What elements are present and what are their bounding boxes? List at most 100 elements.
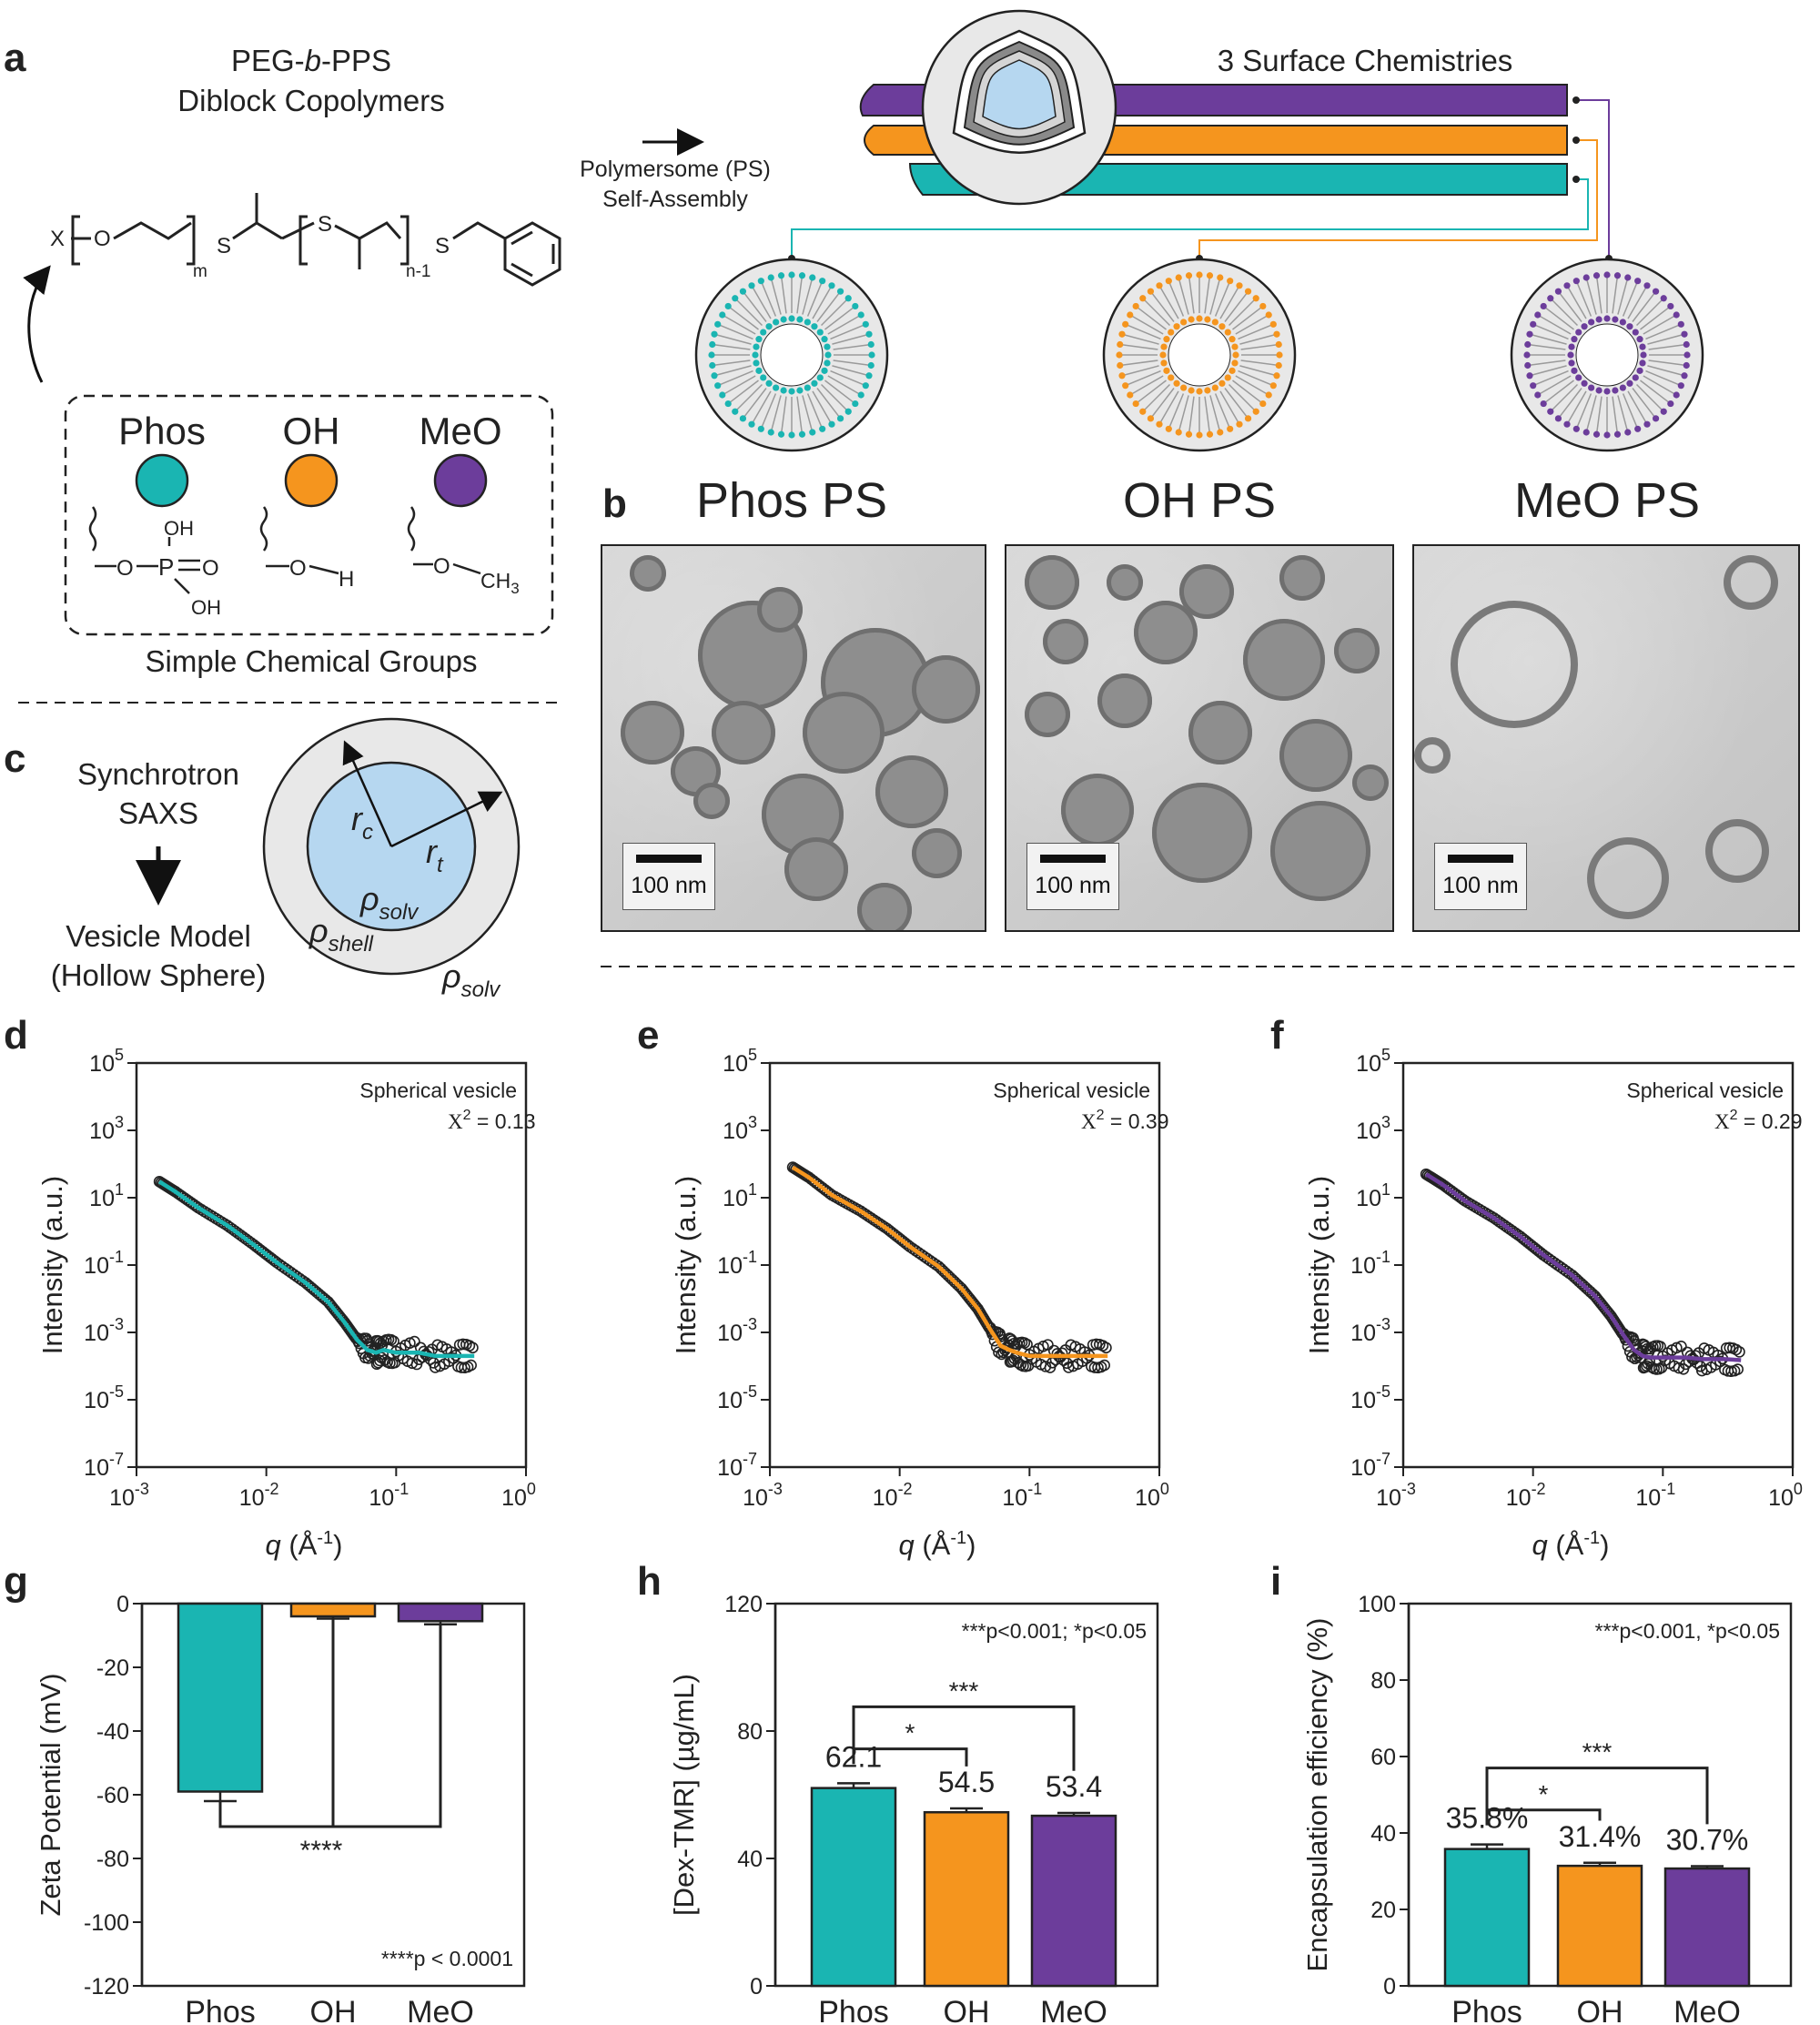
- y-tick-label: 101: [1356, 1180, 1390, 1211]
- copolymer-title: PEG-b-PPS: [231, 44, 391, 77]
- significance-bracket: [218, 1624, 442, 1828]
- y-tick-label: 80: [1370, 1668, 1396, 1694]
- data-point: [270, 1256, 283, 1269]
- vesicle: [1134, 601, 1198, 664]
- oh-ps-title: OH PS: [1123, 473, 1276, 528]
- y-tick-label: 60: [1370, 1745, 1396, 1770]
- category-label-oh: OH: [1577, 1995, 1623, 2025]
- bar-meo: [397, 1602, 484, 1623]
- panel-label-a: a: [4, 35, 26, 80]
- data-point: [288, 1269, 300, 1281]
- vesicle: [1188, 701, 1252, 764]
- y-tick-label: -20: [96, 1655, 129, 1681]
- arrow-label-1: Polymersome (PS): [580, 157, 771, 182]
- panel-label-d: d: [4, 1013, 28, 1058]
- vesicle: [693, 783, 730, 819]
- y-axis-label: [Dex-TMR] (µg/mL): [668, 1674, 700, 1916]
- data-point: [1042, 1339, 1054, 1351]
- y-tick-label: 120: [724, 1592, 763, 1617]
- vesicle: [1243, 619, 1325, 701]
- y-axis-label: Encapsulation efficiency (%): [1301, 1618, 1333, 1972]
- significance-note: ****p < 0.0001: [381, 1947, 513, 1970]
- data-point: [404, 1337, 416, 1349]
- significance-note: ***p<0.001, *p<0.05: [1595, 1619, 1780, 1643]
- bar-oh: [1556, 1864, 1643, 1988]
- groups-caption: Simple Chemical Groups: [146, 644, 478, 678]
- fit-model-label: Spherical vesicle: [993, 1078, 1150, 1102]
- data-point: [1549, 1257, 1561, 1270]
- curved-arrow: [23, 265, 51, 383]
- y-tick-label: 10-5: [717, 1382, 757, 1413]
- scalebar: 100 nm: [1026, 843, 1119, 910]
- x-tick-label: 10-3: [1376, 1480, 1416, 1511]
- chemical-structure: X ρ O m S S n-1 S: [50, 193, 561, 287]
- vesicle: [1043, 619, 1088, 664]
- bar-chart-g: 0 -20 -40 -60 -80 -100 -120 Zeta Potential (mV)…: [35, 1592, 526, 2025]
- plot-frame: [1401, 1061, 1795, 1469]
- svg-text:O: O: [202, 556, 219, 581]
- vesicle: [912, 828, 962, 878]
- vesicle: [1107, 564, 1143, 601]
- y-tick-label: 10-7: [84, 1450, 124, 1481]
- category-label-phos: Phos: [818, 1995, 889, 2025]
- data-point: [273, 1258, 286, 1271]
- data-point: [1730, 1343, 1743, 1356]
- vesicle: [712, 701, 775, 764]
- group-formulas: [88, 506, 433, 568]
- x-tick-label: 10-3: [109, 1480, 149, 1511]
- vesicle: [1352, 764, 1389, 801]
- significance-stars: ***: [949, 1676, 979, 1705]
- vesicle: [1279, 719, 1352, 792]
- svg-text:O: O: [289, 556, 307, 581]
- panel-label-h: h: [637, 1559, 662, 1604]
- data-point: [906, 1242, 919, 1255]
- y-tick-label: 0: [750, 1974, 763, 2000]
- y-tick-label: 100: [1358, 1592, 1396, 1617]
- svg-text:S: S: [217, 234, 231, 258]
- significance-bracket: [852, 1705, 1076, 1771]
- data-point: [1546, 1255, 1558, 1267]
- fit-line: [791, 1165, 1108, 1359]
- fit-model-label: Spherical vesicle: [359, 1078, 517, 1102]
- vesicle: [1061, 774, 1134, 846]
- data-point: [1673, 1362, 1685, 1374]
- cryoem-meo: 100 nm: [1412, 544, 1800, 932]
- y-tick-label: 10-1: [84, 1248, 124, 1279]
- polymersome-phos: [694, 258, 889, 452]
- y-tick-label: 103: [89, 1113, 124, 1144]
- vesicle: [1270, 801, 1370, 901]
- data-point: [1732, 1363, 1744, 1375]
- vesicle: [1705, 819, 1769, 883]
- panel-label-e: e: [637, 1013, 659, 1058]
- y-tick-label: 105: [1356, 1046, 1390, 1077]
- data-point: [909, 1244, 922, 1257]
- data-point: [1557, 1263, 1570, 1275]
- panel-label-c: c: [4, 736, 25, 781]
- y-tick-label: 10-3: [717, 1315, 757, 1346]
- y-tick-label: 10-3: [84, 1315, 124, 1346]
- cryoem-phos: 100 nm: [601, 544, 986, 932]
- polymersome-oh: [1102, 258, 1297, 452]
- y-tick-label: -100: [84, 1910, 129, 1936]
- connector-lines: [791, 99, 1610, 258]
- vesicle: [1587, 837, 1669, 919]
- bar-meo: [1030, 1814, 1117, 1988]
- chemical-groups: Phos OH MeO: [118, 410, 502, 508]
- model-line-2: (Hollow Sphere): [51, 958, 267, 992]
- significance-stars: ****: [300, 1836, 343, 1866]
- rho-shell: ρshell: [308, 912, 374, 957]
- svg-text:m: m: [193, 262, 207, 281]
- data-point: [285, 1266, 298, 1279]
- y-tick-label: 101: [89, 1180, 124, 1211]
- svg-text:S: S: [435, 234, 450, 258]
- saxs-line-1: Synchrotron: [77, 757, 239, 791]
- svg-text:CH3: CH3: [480, 569, 520, 597]
- category-label-meo: MeO: [407, 1995, 474, 2025]
- data-point: [924, 1254, 936, 1267]
- data-point: [1537, 1249, 1550, 1261]
- group-name-meo: MeO: [419, 410, 501, 452]
- category-label-meo: MeO: [1040, 1995, 1107, 2025]
